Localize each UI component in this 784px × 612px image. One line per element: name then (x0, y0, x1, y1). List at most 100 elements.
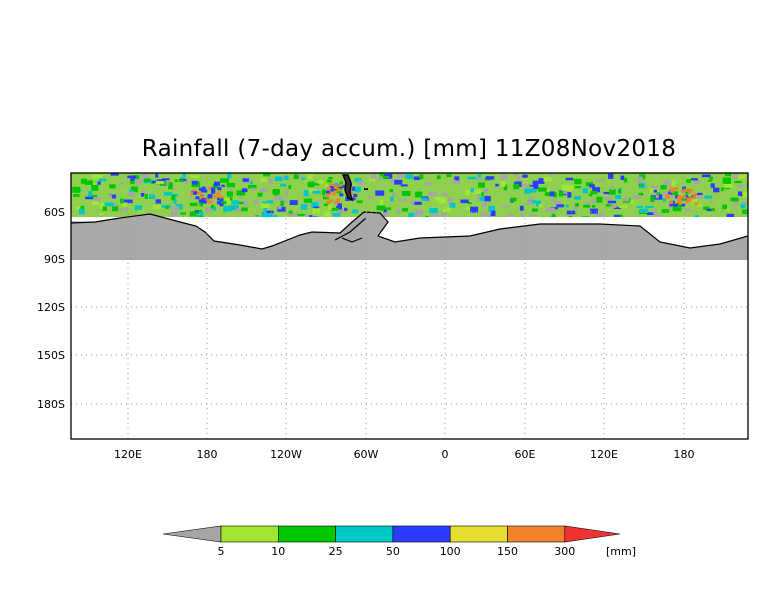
rain-cell (397, 173, 406, 178)
rain-cell-heavy (336, 200, 341, 204)
rain-cell (706, 208, 712, 212)
rain-cell (312, 190, 321, 194)
rain-cell (330, 207, 339, 211)
rain-cell (662, 198, 666, 202)
rain-cell-heavy (681, 203, 686, 207)
colorbar-swatch (277, 525, 336, 543)
rain-cell (424, 182, 433, 186)
rain-cell (575, 203, 579, 207)
rain-cell (120, 198, 124, 204)
rain-cell (532, 208, 538, 212)
rain-cell (708, 179, 713, 182)
rain-cell (188, 195, 193, 198)
colorbar-swatch (220, 525, 279, 543)
colorbar-swatch (392, 525, 451, 543)
rain-cell (441, 193, 449, 196)
rain-cell (376, 205, 386, 211)
rain-cell (303, 190, 309, 197)
colorbar-label: 150 (497, 545, 518, 558)
rain-cell-heavy (212, 195, 217, 199)
rain-cell (538, 178, 545, 184)
rain-cell (713, 187, 720, 193)
rain-cell (338, 209, 344, 214)
rain-cell (265, 213, 272, 217)
colorbar: 5 10 25 50 100 150 300 [mm] (162, 525, 636, 558)
rain-cell (549, 191, 555, 197)
rain-cell (131, 193, 136, 197)
rain-cell (465, 206, 474, 210)
rain-cell (322, 189, 326, 196)
lat-tick-label: 90S (44, 253, 65, 266)
rain-cell (502, 205, 510, 208)
rain-cell (379, 192, 384, 195)
rain-cell (200, 189, 208, 193)
rain-cell (449, 203, 456, 208)
rain-cell (231, 200, 239, 205)
rain-cell (536, 200, 542, 207)
rain-cell (412, 215, 417, 217)
rain-cell (140, 193, 145, 197)
rain-cell-heavy (202, 200, 207, 204)
rain-cell-heavy (219, 203, 224, 207)
rain-cell (109, 184, 116, 189)
colorbar-max-arrow (564, 525, 621, 543)
rain-cell (291, 213, 298, 216)
rain-cell (165, 180, 171, 186)
rain-cell (606, 204, 613, 207)
rain-cell (711, 208, 715, 212)
rain-cell (442, 207, 452, 213)
rain-cell (288, 210, 293, 214)
rain-cell (189, 202, 198, 207)
colorbar-label: 25 (329, 545, 343, 558)
rain-cell (324, 211, 331, 217)
rain-cell (723, 184, 733, 188)
rain-cell-heavy (333, 200, 338, 204)
rain-cell (261, 211, 266, 217)
rain-cell (671, 180, 676, 187)
rain-cell-heavy (339, 193, 344, 197)
rain-cell (296, 213, 305, 216)
rain-cell (690, 178, 698, 181)
rain-cell (526, 201, 533, 205)
rain-cell (173, 199, 177, 204)
rain-cell-heavy (219, 198, 224, 202)
rain-cell (382, 176, 390, 179)
rain-cell (383, 209, 387, 213)
rain-cell (250, 181, 253, 184)
rain-cell (155, 181, 165, 185)
rain-cell-heavy (329, 186, 334, 189)
rain-cell (657, 192, 660, 195)
rain-cell-heavy (337, 188, 342, 192)
rain-cell (226, 200, 236, 205)
rain-cell (414, 209, 424, 216)
rain-cell (392, 192, 397, 197)
rain-cell (695, 195, 704, 199)
rain-cell-heavy (338, 183, 343, 187)
rain-cell (544, 192, 553, 197)
rain-cell-heavy (325, 190, 330, 194)
rain-cell (260, 177, 267, 182)
rain-cell (377, 176, 382, 181)
rain-cell (573, 205, 578, 210)
rain-cell (142, 190, 148, 193)
rain-cell (112, 205, 119, 212)
rain-cell (741, 202, 748, 205)
rain-cell (143, 178, 151, 182)
rain-cell (460, 199, 469, 204)
rain-cell (484, 187, 488, 194)
rain-cell-heavy (207, 195, 212, 199)
rain-cell (104, 202, 114, 207)
rain-cell (80, 178, 87, 184)
rain-cell (696, 192, 703, 196)
rain-cell-heavy (199, 195, 204, 199)
rain-cell (465, 189, 470, 196)
colorbar-label: 100 (440, 545, 461, 558)
rain-cell (590, 199, 596, 204)
rain-cell (686, 179, 691, 183)
rain-cell-heavy (192, 188, 197, 192)
rain-cell (229, 186, 233, 191)
rain-cell (742, 191, 748, 198)
rain-cell (636, 205, 644, 209)
rain-cell (583, 204, 591, 208)
rain-cell (144, 194, 148, 199)
